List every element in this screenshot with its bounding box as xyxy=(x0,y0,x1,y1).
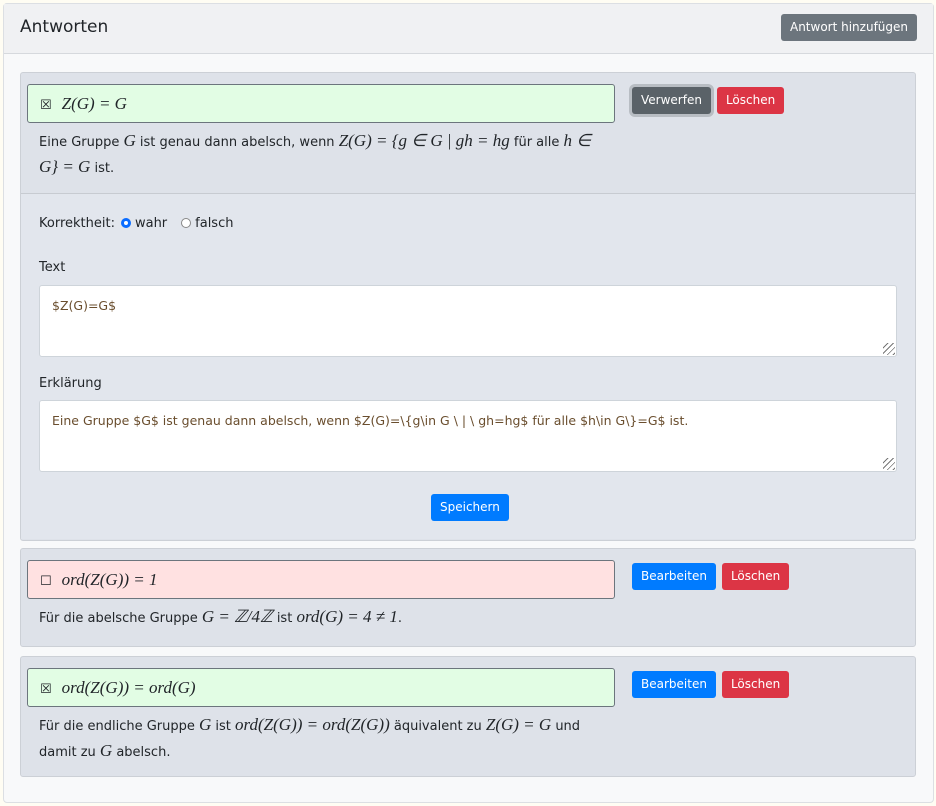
discard-button[interactable]: Verwerfen xyxy=(632,87,711,114)
add-answer-button[interactable]: Antwort hinzufügen xyxy=(780,14,917,41)
option-falsch-label[interactable]: falsch xyxy=(195,216,234,231)
text-segment: ist genau dann abelsch, wenn xyxy=(135,135,339,150)
radio-falsch[interactable] xyxy=(181,218,192,228)
answer-card-2: ☐ ord(Z(G)) = 1 Bearbeiten Löschen Für die… xyxy=(20,548,916,647)
resize-handle[interactable] xyxy=(883,343,895,355)
text-label: Text xyxy=(39,260,66,275)
edit-form: Korrektheit: wahr falsch Text $Z(G)=G$ Erk… xyxy=(21,193,915,539)
explanation-input[interactable]: Eine Gruppe $G$ ist genau dann abelsch, … xyxy=(39,400,897,472)
option-wahr-label[interactable]: wahr xyxy=(134,216,168,231)
math-segment: ord(Z(G)) = ord(Z(G)) xyxy=(235,715,390,734)
text-segment: . xyxy=(397,611,402,626)
answer-explanation: Eine Gruppe G ist genau dann abelsch, we… xyxy=(39,129,609,181)
correctness-label: Korrektheit: xyxy=(39,216,115,231)
math-segment: Z(G) = {g ∈ G | gh = hg xyxy=(338,131,510,150)
text-segment: Für die abelsche Gruppe xyxy=(39,611,202,626)
explanation-label: Erklärung xyxy=(39,376,102,391)
math-segment: G xyxy=(99,741,113,760)
math-segment: G = ℤ/4ℤ xyxy=(201,607,273,626)
resize-handle[interactable] xyxy=(883,458,895,470)
radio-wahr[interactable] xyxy=(120,218,131,228)
answer-card-1: ☒ Z(G) = G Verwerfen Löschen Eine Gruppe G… xyxy=(20,72,916,541)
answer-math: ord(Z(G)) = ord(G) xyxy=(61,678,196,697)
text-segment: äquivalent zu xyxy=(389,719,486,734)
answer-text: ☐ ord(Z(G)) = 1 xyxy=(27,560,615,599)
math-segment: G xyxy=(123,131,136,150)
explanation-input-value: Eine Gruppe $G$ ist genau dann abelsch, … xyxy=(52,413,689,428)
correctness-field: Korrektheit: wahr falsch xyxy=(39,216,233,231)
edit-button[interactable]: Bearbeiten xyxy=(632,563,716,590)
answer-card-3: ☒ ord(Z(G)) = ord(G) Bearbeiten Löschen Fü… xyxy=(20,656,916,777)
answers-panel: Antworten Antwort hinzufügen ☒ Z(G) = G V… xyxy=(3,3,934,803)
answer-text: ☒ Z(G) = G xyxy=(27,84,615,123)
edit-button[interactable]: Bearbeiten xyxy=(632,671,716,698)
checkbox-unchecked-icon: ☐ xyxy=(40,574,52,589)
panel-header: Antworten Antwort hinzufügen xyxy=(4,4,933,54)
answer-math: ord(Z(G)) = 1 xyxy=(61,570,158,589)
answer-explanation: Für die abelsche Gruppe G = ℤ/4ℤ ist ord… xyxy=(39,605,609,631)
text-segment: ist xyxy=(211,719,236,734)
answer-math: Z(G) = G xyxy=(61,94,127,113)
checkbox-checked-icon: ☒ xyxy=(40,682,52,697)
text-segment: und damit zu xyxy=(39,719,581,760)
page-title: Antworten xyxy=(20,17,109,37)
text-segment: ist xyxy=(272,611,297,626)
save-button[interactable]: Speichern xyxy=(431,494,509,521)
checkbox-checked-icon: ☒ xyxy=(40,98,52,113)
text-segment: für alle xyxy=(509,135,564,150)
text-input[interactable]: $Z(G)=G$ xyxy=(39,285,897,357)
text-input-value: $Z(G)=G$ xyxy=(52,298,117,313)
text-segment: Eine Gruppe xyxy=(39,135,124,150)
answer-text: ☒ ord(Z(G)) = ord(G) xyxy=(27,668,615,707)
math-segment: G xyxy=(199,715,212,734)
text-segment: abelsch. xyxy=(112,745,171,760)
answer-explanation: Für die endliche Gruppe G ist ord(Z(G)) … xyxy=(39,713,609,765)
math-segment: ord(G) = 4 ≠ 1 xyxy=(296,607,398,626)
delete-button[interactable]: Löschen xyxy=(716,87,785,114)
text-segment: Für die endliche Gruppe xyxy=(39,719,199,734)
math-segment: Z(G) = G xyxy=(485,715,552,734)
math-segment: h ∈ G} = G xyxy=(39,131,592,176)
delete-button[interactable]: Löschen xyxy=(721,671,790,698)
text-segment: ist. xyxy=(90,161,115,176)
delete-button[interactable]: Löschen xyxy=(721,563,790,590)
